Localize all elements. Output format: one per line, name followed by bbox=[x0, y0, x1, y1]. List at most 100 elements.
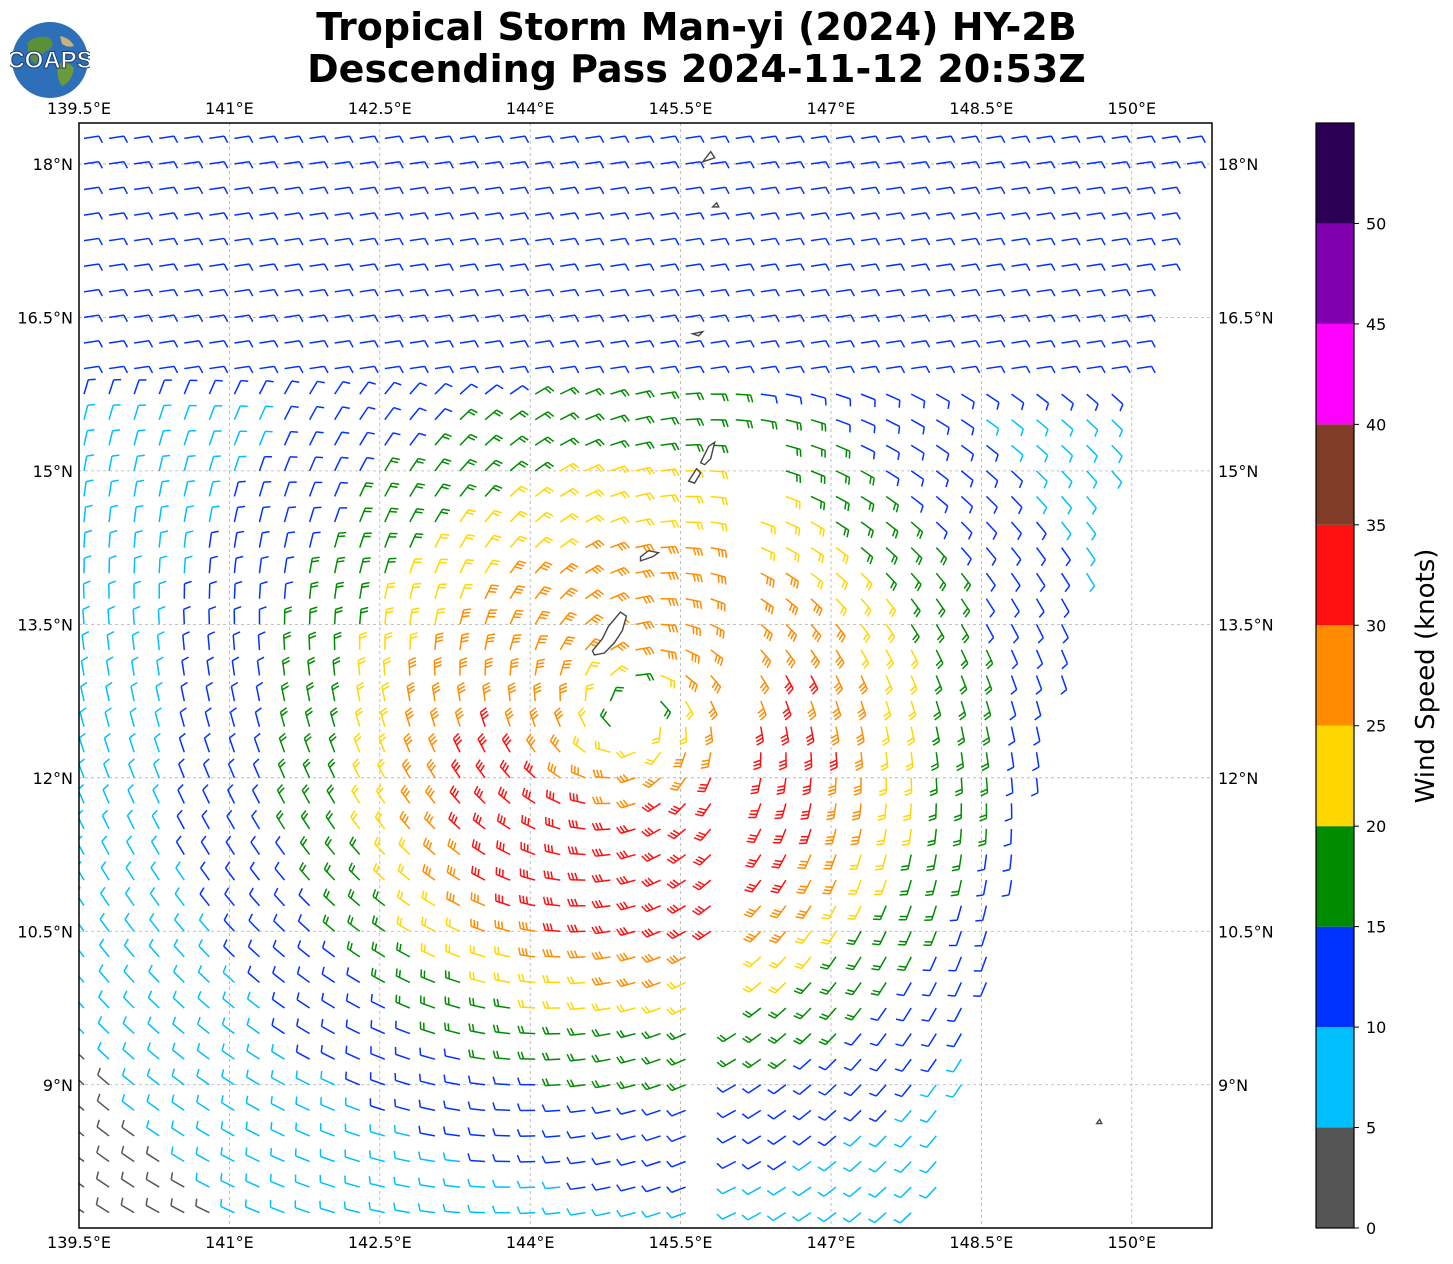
wind-barb bbox=[344, 1149, 360, 1163]
wind-barb bbox=[591, 951, 611, 961]
wind-barb bbox=[760, 521, 776, 535]
wind-barb bbox=[1010, 649, 1019, 670]
wind-barb bbox=[309, 288, 329, 297]
wind-barb bbox=[408, 656, 417, 676]
wind-barb bbox=[434, 533, 450, 548]
wind-barb bbox=[566, 1079, 586, 1088]
wind-barb bbox=[911, 263, 931, 271]
wind-barb bbox=[957, 726, 966, 746]
wind-barb bbox=[911, 340, 931, 348]
map-gridlines bbox=[78, 123, 1212, 1228]
wind-barb bbox=[1010, 521, 1022, 541]
wind-barb bbox=[104, 707, 112, 727]
wind-barb bbox=[847, 905, 862, 920]
wind-barb bbox=[108, 186, 129, 195]
wind-barb bbox=[635, 518, 655, 527]
wind-barb bbox=[509, 535, 528, 549]
wind-barb bbox=[534, 635, 549, 651]
wind-barb bbox=[1010, 444, 1024, 463]
wind-barb bbox=[735, 237, 755, 246]
wind-barb bbox=[356, 681, 365, 702]
wind-barb bbox=[760, 314, 780, 323]
wind-barb bbox=[810, 572, 824, 590]
wind-barb bbox=[422, 837, 436, 856]
wind-barb bbox=[83, 186, 104, 195]
wind-barb bbox=[710, 212, 730, 220]
map-plot-area bbox=[79, 123, 1212, 1228]
wind-barb bbox=[509, 410, 529, 421]
wind-barb bbox=[284, 340, 304, 348]
wind-barb bbox=[409, 632, 418, 650]
wind-barb bbox=[208, 530, 219, 548]
wind-barb bbox=[1009, 700, 1017, 721]
wind-barb bbox=[1035, 547, 1047, 567]
wind-barb bbox=[510, 263, 530, 271]
wind-barb bbox=[948, 956, 963, 972]
wind-barb bbox=[976, 879, 988, 897]
wind-barb bbox=[359, 507, 373, 523]
wind-barb bbox=[195, 1120, 210, 1137]
wind-barb bbox=[459, 533, 476, 548]
wind-barb bbox=[252, 758, 261, 779]
wind-barb bbox=[83, 340, 104, 348]
wind-barb bbox=[641, 852, 661, 862]
wind-barb bbox=[659, 700, 672, 720]
wind-barbs bbox=[79, 135, 1206, 1224]
wind-barb bbox=[685, 521, 704, 530]
wind-barb bbox=[685, 546, 704, 557]
wind-barb bbox=[1136, 263, 1156, 271]
wind-barb bbox=[610, 541, 630, 551]
wind-barb bbox=[283, 506, 296, 523]
wind-barb bbox=[220, 1198, 235, 1214]
wind-barb bbox=[986, 263, 1006, 271]
wind-barb bbox=[742, 981, 762, 993]
wind-barb bbox=[334, 340, 354, 348]
wind-barb bbox=[742, 1007, 762, 1018]
wind-barb bbox=[905, 752, 914, 772]
wind-barb bbox=[986, 237, 1006, 246]
wind-barb bbox=[158, 555, 168, 574]
wind-barb bbox=[785, 212, 805, 220]
wind-barb bbox=[767, 1135, 787, 1145]
wind-barb bbox=[1036, 288, 1056, 297]
wind-barb bbox=[173, 964, 185, 983]
wind-barb bbox=[418, 1099, 436, 1112]
wind-barb bbox=[451, 758, 461, 779]
wind-barb bbox=[927, 828, 938, 847]
wind-barb bbox=[308, 506, 322, 523]
wind-barb bbox=[559, 562, 579, 574]
wind-barb bbox=[442, 1152, 461, 1163]
wind-barb bbox=[853, 777, 862, 796]
wind-barb bbox=[584, 514, 605, 523]
wind-barb bbox=[911, 186, 931, 195]
wind-barb bbox=[222, 965, 235, 984]
wind-barb bbox=[911, 160, 931, 169]
wind-barb bbox=[785, 649, 796, 669]
wind-barb bbox=[685, 495, 704, 504]
wind-barb bbox=[184, 160, 204, 169]
wind-barb bbox=[359, 186, 379, 195]
wind-barb bbox=[484, 484, 503, 497]
wind-barb bbox=[935, 495, 949, 514]
wind-barb bbox=[197, 965, 210, 983]
wind-barb bbox=[1086, 135, 1106, 144]
wind-barb bbox=[985, 572, 996, 592]
wind-barb bbox=[223, 939, 235, 958]
wind-barb bbox=[1086, 393, 1099, 412]
wind-barb bbox=[155, 681, 163, 702]
island-outline bbox=[1095, 1118, 1103, 1125]
wind-barb bbox=[484, 186, 505, 195]
wind-barb bbox=[566, 950, 586, 959]
wind-barb bbox=[100, 861, 110, 881]
wind-barb bbox=[869, 1033, 887, 1047]
wind-barb bbox=[794, 930, 812, 945]
wind-barb bbox=[378, 732, 387, 753]
wind-barb bbox=[176, 809, 185, 830]
wind-barb bbox=[509, 657, 519, 676]
wind-barb bbox=[559, 682, 568, 702]
colorbar-bin bbox=[1316, 1127, 1354, 1228]
wind-barb bbox=[610, 135, 630, 144]
wind-barb bbox=[384, 582, 396, 599]
wind-barb bbox=[434, 508, 451, 523]
wind-barb bbox=[359, 482, 374, 497]
